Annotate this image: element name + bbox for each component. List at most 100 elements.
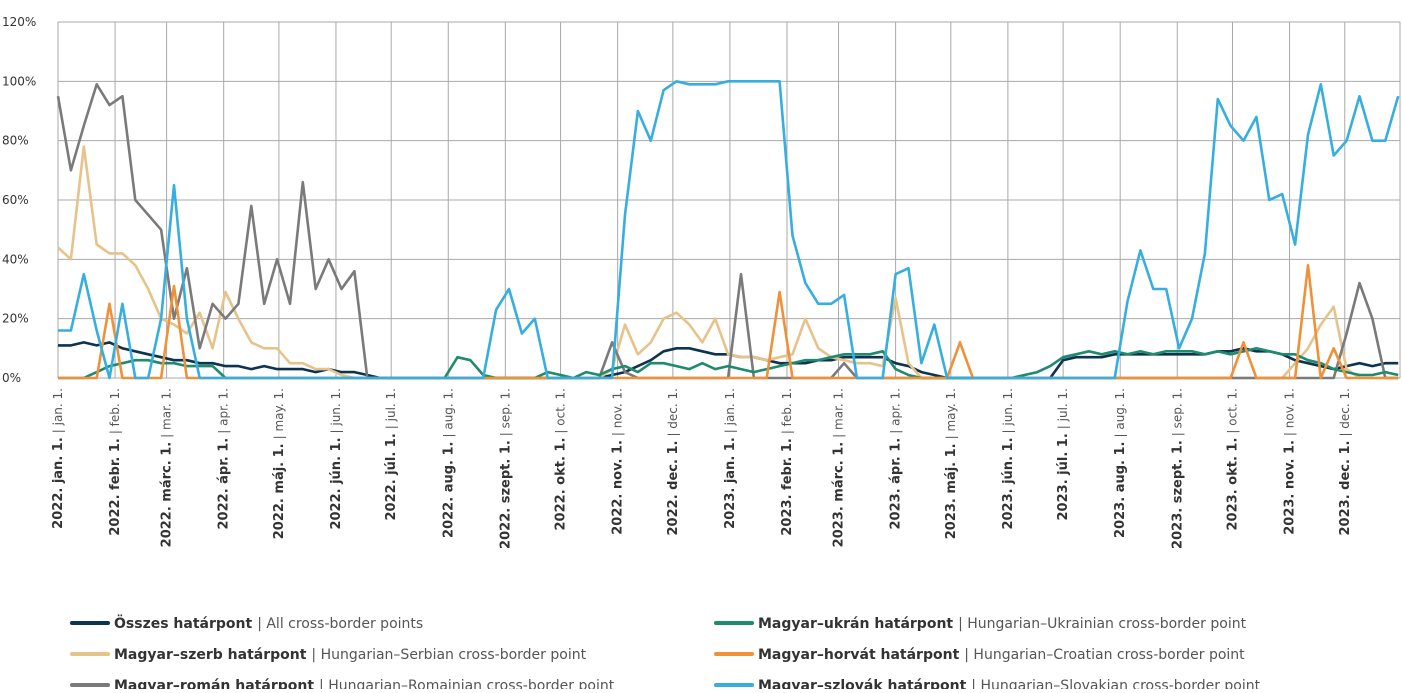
x-tick-label-hu: 2023. jan. 1.	[723, 437, 738, 529]
x-tick-label: 2022. márc. 1. | mar. 1.	[160, 388, 175, 547]
x-tick-label-en: | apr. 1.	[889, 388, 903, 434]
x-tick-label-hu: 2023. febr. 1.	[780, 438, 795, 535]
x-tick-label-en: | oct. 1.	[1225, 388, 1239, 434]
legend-label: Magyar–szlovák határpont | Hungarian–Slov…	[758, 678, 1261, 689]
x-tick-label-en: | may. 1.	[944, 388, 958, 439]
x-tick-label-en: | jun. 1.	[329, 388, 343, 433]
legend-name-en: | Hungarian–Ukrainian cross-border point	[958, 616, 1246, 632]
y-tick-label: 60%	[2, 193, 29, 207]
series-line	[58, 264, 1399, 380]
x-tick-label-en: | jul. 1.	[384, 388, 398, 429]
legend-label: Összes határpont | All cross-border point…	[114, 614, 423, 632]
y-tick-label: 20%	[2, 312, 29, 326]
x-tick-label: 2022. aug. 1. | aug. 1.	[441, 388, 456, 538]
x-tick-label-en: | apr. 1.	[217, 388, 231, 434]
x-tick-label-hu: 2022. nov. 1.	[611, 440, 626, 535]
x-tick-label: 2022. febr. 1. | feb. 1.	[108, 388, 123, 536]
x-tick-label-en: | sep. 1.	[1170, 388, 1184, 436]
x-tick-label-en: | jul. 1.	[1056, 388, 1070, 429]
x-tick-label: 2023. júl. 1. | jul. 1.	[1056, 388, 1071, 520]
y-tick-label: 100%	[2, 74, 36, 88]
legend-name: Magyar–szlovák határpont	[758, 678, 967, 689]
x-tick-label-en: | nov. 1.	[1283, 388, 1297, 436]
x-tick-label-hu: 2023. nov. 1.	[1283, 440, 1298, 535]
legend-name: Magyar–horvát határpont	[758, 647, 960, 663]
legend-label: Magyar–szerb határpont | Hungarian–Serbia…	[114, 647, 587, 663]
x-tick-label-en: | jan. 1.	[51, 388, 65, 433]
legend-name-en: | Hungarian–Romainian cross-border point	[319, 678, 615, 689]
x-tick-label-hu: 2023. máj. 1.	[944, 443, 959, 539]
x-tick-label: 2022. júl. 1. | jul. 1.	[384, 388, 399, 520]
x-tick-label-en: | aug. 1.	[441, 388, 455, 438]
x-tick-label-hu: 2022. jún. 1.	[329, 437, 344, 529]
x-tick-label: 2023. nov. 1. | nov. 1.	[1283, 388, 1298, 535]
y-tick-label: 40%	[2, 252, 29, 266]
x-tick-label-hu: 2022. ápr. 1.	[217, 438, 232, 530]
legend-label: Magyar–horvát határpont | Hungarian–Croat…	[758, 647, 1245, 663]
x-tick-label-hu: 2023. márc. 1.	[832, 442, 847, 548]
x-tick-label-en: | dec. 1.	[666, 388, 680, 437]
series-line	[56, 83, 1399, 380]
x-tick-label-en: | feb. 1.	[780, 388, 794, 434]
x-tick-label-hu: 2023. jún. 1.	[1001, 437, 1016, 529]
x-tick-label: 2022. szept. 1. | sep. 1.	[498, 388, 513, 549]
x-tick-label-hu: 2022. szept. 1.	[498, 440, 513, 549]
x-tick-label-en: | feb. 1.	[108, 388, 122, 434]
legend-name-en: | All cross-border points	[257, 616, 423, 632]
x-tick-label: 2022. ápr. 1. | apr. 1.	[217, 388, 232, 529]
x-tick-label: 2022. dec. 1. | dec. 1.	[666, 388, 681, 535]
y-tick-label: 120%	[2, 15, 36, 29]
x-tick-label-en: | jan. 1.	[723, 388, 737, 433]
x-tick-label-en: | aug. 1.	[1113, 388, 1127, 438]
x-tick-label: 2023. szept. 1. | sep. 1.	[1170, 388, 1185, 549]
x-tick-label: 2023. febr. 1. | feb. 1.	[780, 388, 795, 536]
series-line	[58, 80, 1400, 380]
x-tick-label-hu: 2022. júl. 1.	[384, 433, 399, 520]
x-tick-label-hu: 2023. szept. 1.	[1170, 440, 1185, 549]
x-tick-label-en: | jun. 1.	[1001, 388, 1015, 433]
x-tick-label-hu: 2022. márc. 1.	[160, 442, 175, 548]
y-tick-label: 80%	[2, 134, 29, 148]
x-tick-label: 2023. dec. 1. | dec. 1.	[1338, 388, 1353, 535]
x-tick-label-hu: 2023. aug. 1.	[1113, 442, 1128, 538]
x-tick-label-hu: 2022. okt. 1.	[554, 438, 569, 531]
legend-label: Magyar–román határpont | Hungarian–Romain…	[114, 678, 615, 689]
x-tick-label-hu: 2022. aug. 1.	[441, 442, 456, 538]
x-tick-label-hu: 2022. máj. 1.	[272, 443, 287, 539]
x-tick-label: 2023. jún. 1. | jun. 1.	[1001, 388, 1016, 530]
legend-name: Összes határpont	[114, 614, 252, 632]
x-tick-label-hu: 2023. okt. 1.	[1225, 438, 1240, 531]
x-tick-label-hu: 2023. ápr. 1.	[889, 438, 904, 530]
x-tick-label-en: | mar. 1.	[160, 388, 174, 438]
x-tick-label: 2022. nov. 1. | nov. 1.	[611, 388, 626, 535]
legend-name: Magyar–román határpont	[114, 678, 314, 689]
x-tick-label-en: | mar. 1.	[832, 388, 846, 438]
x-tick-label-en: | sep. 1.	[498, 388, 512, 436]
x-tick-label: 2023. máj. 1. | may. 1.	[944, 388, 959, 539]
legend-name-en: | Hungarian–Croatian cross-border point	[964, 647, 1245, 663]
x-tick-label-hu: 2022. dec. 1.	[666, 441, 681, 536]
legend-name: Magyar–szerb határpont	[114, 647, 307, 663]
legend-name-en: | Hungarian–Slovakian cross-border point	[971, 678, 1260, 689]
x-tick-label: 2022. máj. 1. | may. 1.	[272, 388, 287, 539]
x-tick-label-en: | oct. 1.	[554, 388, 568, 434]
x-tick-label-hu: 2022. febr. 1.	[108, 438, 123, 535]
x-tick-label-en: | dec. 1.	[1338, 388, 1352, 437]
x-tick-label: 2022. jan. 1. | jan. 1.	[51, 388, 66, 529]
x-tick-label-hu: 2023. júl. 1.	[1056, 433, 1071, 520]
x-tick-label-hu: 2023. dec. 1.	[1338, 441, 1353, 536]
x-tick-label: 2023. ápr. 1. | apr. 1.	[889, 388, 904, 529]
x-tick-label: 2023. márc. 1. | mar. 1.	[832, 388, 847, 547]
x-tick-label-en: | nov. 1.	[611, 388, 625, 436]
y-tick-label: 0%	[2, 371, 21, 385]
x-tick-label: 2022. okt. 1. | oct. 1.	[554, 388, 569, 530]
legend-name-en: | Hungarian–Serbian cross-border point	[311, 647, 586, 663]
x-tick-label: 2023. aug. 1. | aug. 1.	[1113, 388, 1128, 538]
x-tick-label-hu: 2022. jan. 1.	[51, 437, 66, 529]
x-tick-label-en: | may. 1.	[272, 388, 286, 439]
x-tick-label: 2023. jan. 1. | jan. 1.	[723, 388, 738, 529]
x-tick-label: 2022. jún. 1. | jun. 1.	[329, 388, 344, 530]
legend-label: Magyar–ukrán határpont | Hungarian–Ukrain…	[758, 616, 1247, 632]
x-tick-label: 2023. okt. 1. | oct. 1.	[1225, 388, 1240, 530]
